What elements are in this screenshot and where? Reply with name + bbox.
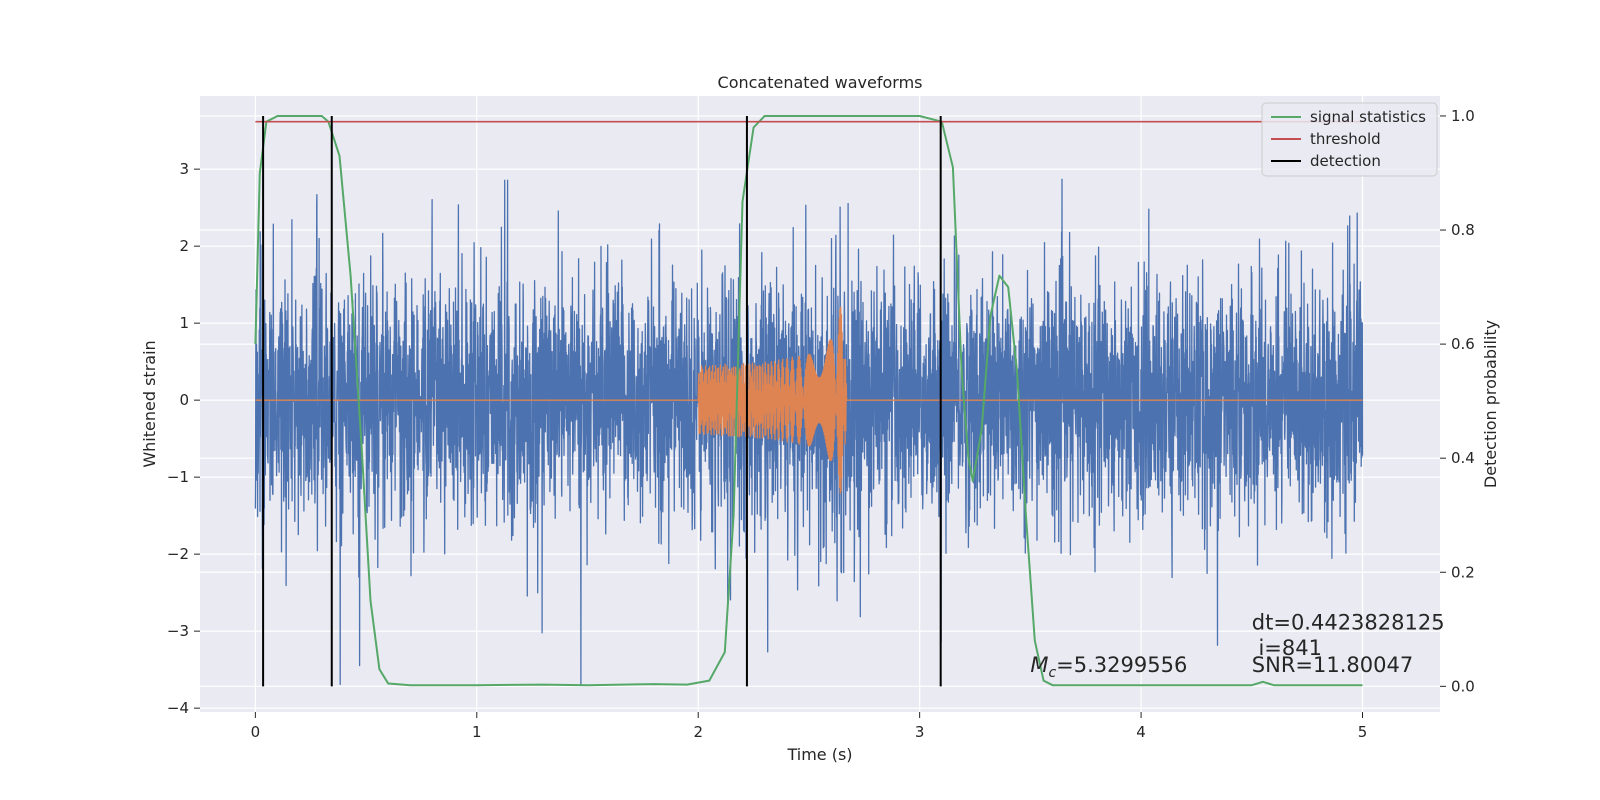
x-tick-label: 2 [693,723,703,741]
series-layer [254,115,1364,687]
y-tick-label: −3 [167,622,189,640]
legend-label-detection: detection [1310,152,1381,170]
y-axis-label: Whitened strain [140,340,159,467]
signal-statistics-line [254,115,1363,687]
chart-title: Concatenated waveforms [718,73,923,92]
y-right-tick-label: 0.4 [1451,449,1475,467]
legend: signal statistics threshold detection [1261,102,1438,177]
ticks-layer: 0 1 2 3 4 5 −4 −3 −2 −1 0 1 2 3 0.0 0.2 0.4 0.6 0.8 1.0 [167,107,1475,741]
annotation-text: dt=0.4423828125 [1252,610,1445,634]
y-right-tick-label: 0.8 [1451,221,1475,239]
x-tick-label: 0 [251,723,261,741]
annotation-text: i=841 [1252,636,1322,660]
y-tick-label: 0 [179,391,189,409]
y-right-tick-label: 0.2 [1451,563,1475,581]
y-tick-label: 2 [179,237,189,255]
y-tick-label: −4 [167,699,189,717]
legend-box [1261,102,1438,177]
y-tick-label: −1 [167,468,189,486]
annotation-text: Mc=5.3299556 [1030,653,1187,681]
x-tick-label: 1 [472,723,482,741]
y-right-tick-label: 0.6 [1451,335,1475,353]
y-tick-label: −2 [167,545,189,563]
legend-label-threshold: threshold [1310,130,1381,148]
y-right-tick-label: 1.0 [1451,107,1475,125]
x-tick-label: 4 [1136,723,1146,741]
x-tick-label: 5 [1358,723,1368,741]
y-tick-label: 1 [179,314,189,332]
annotation-text: SNR=11.80047 [1252,653,1413,677]
y-axis-label-right: Detection probability [1481,320,1500,488]
chirp-series-line [255,306,1363,494]
x-tick-label: 3 [915,723,925,741]
y-right-tick-label: 0.0 [1451,677,1475,695]
legend-label-signal-statistics: signal statistics [1310,108,1426,126]
y-tick-label: 3 [179,160,189,178]
x-axis-label: Time (s) [786,745,852,764]
